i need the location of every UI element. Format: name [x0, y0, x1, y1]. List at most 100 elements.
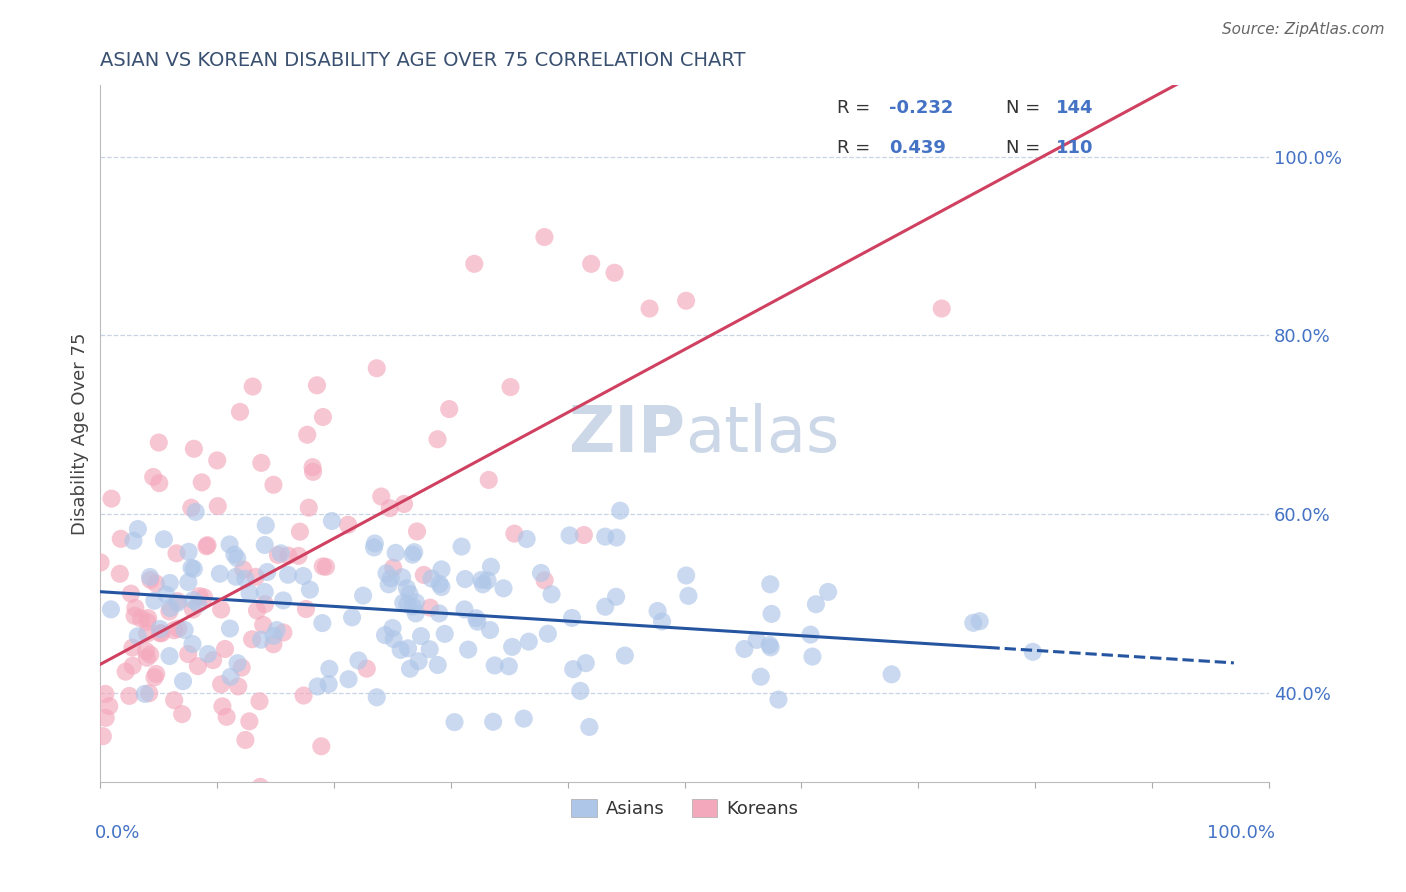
- Point: [409, 629, 432, 643]
- Point: [215, 710, 238, 724]
- Point: [558, 528, 581, 542]
- Point: [366, 690, 388, 705]
- Point: [484, 658, 506, 673]
- Point: [745, 632, 768, 647]
- Text: 100.0%: 100.0%: [1206, 824, 1275, 842]
- Point: [202, 653, 225, 667]
- Text: 0.0%: 0.0%: [94, 824, 139, 842]
- Point: [613, 648, 636, 663]
- Point: [177, 647, 200, 661]
- Point: [799, 627, 821, 641]
- Text: Source: ZipAtlas.com: Source: ZipAtlas.com: [1222, 22, 1385, 37]
- Point: [218, 537, 240, 551]
- Point: [287, 549, 309, 563]
- Point: [605, 590, 627, 604]
- Point: [427, 607, 450, 621]
- Point: [142, 470, 165, 484]
- Point: [433, 627, 456, 641]
- Point: [419, 642, 441, 657]
- Point: [540, 587, 562, 601]
- Point: [301, 460, 323, 475]
- Point: [492, 582, 515, 596]
- Point: [419, 600, 441, 615]
- Point: [254, 518, 277, 533]
- Point: [250, 456, 273, 470]
- Point: [675, 568, 697, 582]
- Point: [187, 597, 209, 611]
- Point: [513, 712, 536, 726]
- Point: [148, 435, 170, 450]
- Point: [398, 587, 420, 601]
- Point: [121, 640, 143, 655]
- Point: [880, 667, 903, 681]
- Point: [181, 637, 204, 651]
- Point: [136, 626, 159, 640]
- Point: [118, 689, 141, 703]
- Legend: Asians, Koreans: Asians, Koreans: [564, 792, 806, 825]
- Point: [197, 647, 219, 661]
- Point: [477, 574, 499, 588]
- Point: [163, 693, 186, 707]
- Point: [307, 680, 329, 694]
- Point: [465, 611, 488, 625]
- Point: [233, 572, 256, 586]
- Point: [219, 622, 242, 636]
- Point: [382, 632, 405, 646]
- Point: [572, 528, 595, 542]
- Point: [479, 559, 502, 574]
- Point: [208, 566, 231, 581]
- Point: [124, 608, 146, 623]
- Point: [143, 593, 166, 607]
- Point: [127, 522, 149, 536]
- Point: [181, 593, 204, 607]
- Point: [273, 625, 295, 640]
- Text: ZIP: ZIP: [568, 402, 685, 465]
- Point: [405, 595, 427, 609]
- Point: [187, 659, 209, 673]
- Point: [270, 546, 292, 560]
- Point: [389, 643, 412, 657]
- Point: [262, 637, 284, 651]
- Point: [121, 658, 143, 673]
- Point: [382, 560, 405, 574]
- Point: [214, 642, 236, 657]
- Point: [471, 577, 494, 591]
- Point: [402, 599, 425, 614]
- Point: [134, 786, 156, 800]
- Point: [225, 570, 247, 584]
- Point: [263, 478, 285, 492]
- Point: [364, 536, 387, 550]
- Point: [392, 497, 415, 511]
- Point: [136, 611, 159, 625]
- Point: [311, 616, 333, 631]
- Point: [1022, 645, 1045, 659]
- Point: [651, 615, 673, 629]
- Point: [211, 699, 233, 714]
- Point: [302, 465, 325, 479]
- Point: [315, 559, 337, 574]
- Point: [292, 689, 315, 703]
- Point: [120, 587, 142, 601]
- Point: [399, 662, 422, 676]
- Point: [443, 715, 465, 730]
- Point: [311, 739, 333, 754]
- Point: [149, 626, 172, 640]
- Point: [159, 576, 181, 591]
- Point: [404, 545, 426, 559]
- Point: [370, 490, 392, 504]
- Point: [384, 546, 406, 560]
- Point: [396, 641, 419, 656]
- Point: [768, 692, 790, 706]
- Point: [605, 531, 627, 545]
- Point: [352, 589, 374, 603]
- Point: [122, 533, 145, 548]
- Point: [533, 230, 555, 244]
- Point: [295, 602, 318, 616]
- Point: [804, 597, 827, 611]
- Point: [145, 576, 167, 591]
- Point: [478, 473, 501, 487]
- Point: [675, 293, 697, 308]
- Point: [232, 563, 254, 577]
- Point: [467, 615, 489, 629]
- Point: [450, 540, 472, 554]
